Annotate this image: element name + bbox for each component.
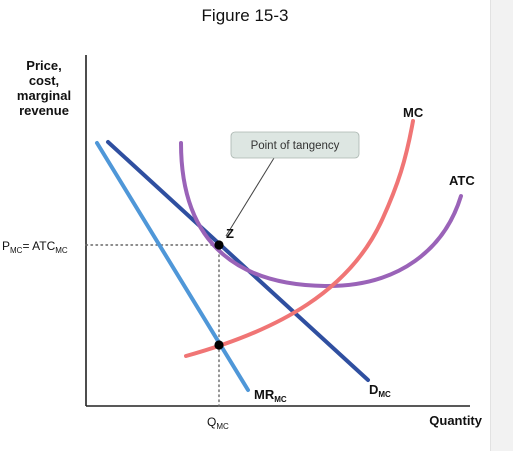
tangency-point-z [214,240,224,250]
marginal-revenue-curve [95,141,250,392]
mr-label-sub: MC [274,395,287,404]
callout-pointer-line [225,157,275,237]
y-axis-label-line-1: Price, [26,58,61,73]
price-tick-label: PMC= ATCMC [2,239,68,255]
price-tick-sub-2: MC [55,246,68,255]
marginal-cost-curve [184,119,415,358]
average-total-cost-curve [179,141,463,289]
quantity-tick-sub: MC [216,422,229,431]
mc-curve-label: MC [403,105,424,120]
callout-text: Point of tangency [251,140,340,152]
y-axis-label-line-2: cost, [29,73,59,88]
x-axis-label: Quantity [429,413,482,428]
price-tick-sub-1: MC [10,246,23,255]
demand-label-main: D [369,382,378,397]
quantity-tick-label: QMC [207,415,229,431]
price-tick-p: P [2,239,10,253]
price-tick-mid: = ATC [22,239,55,253]
demand-curve [106,140,370,382]
quantity-tick-q: Q [207,415,216,429]
figure-title: Figure 15-3 [202,6,289,25]
point-z-label: Z [226,226,234,241]
side-panel [490,0,513,451]
y-axis-label-line-3: marginal [17,88,71,103]
mr-label-main: MR [254,387,275,402]
figure-panel: Figure 15-3 Price, cost, marginal revenu… [2,6,483,431]
atc-curve-label: ATC [449,173,475,188]
demand-label-sub: MC [378,390,391,399]
mr-mc-intersection-point [214,340,224,350]
chart: Figure 15-3 Price, cost, marginal revenu… [2,6,483,431]
callout-box [230,131,360,159]
demand-curve-label: DMC [369,382,391,399]
mr-curve-label: MRMC [254,387,287,404]
y-axis-label-line-4: revenue [19,103,69,118]
